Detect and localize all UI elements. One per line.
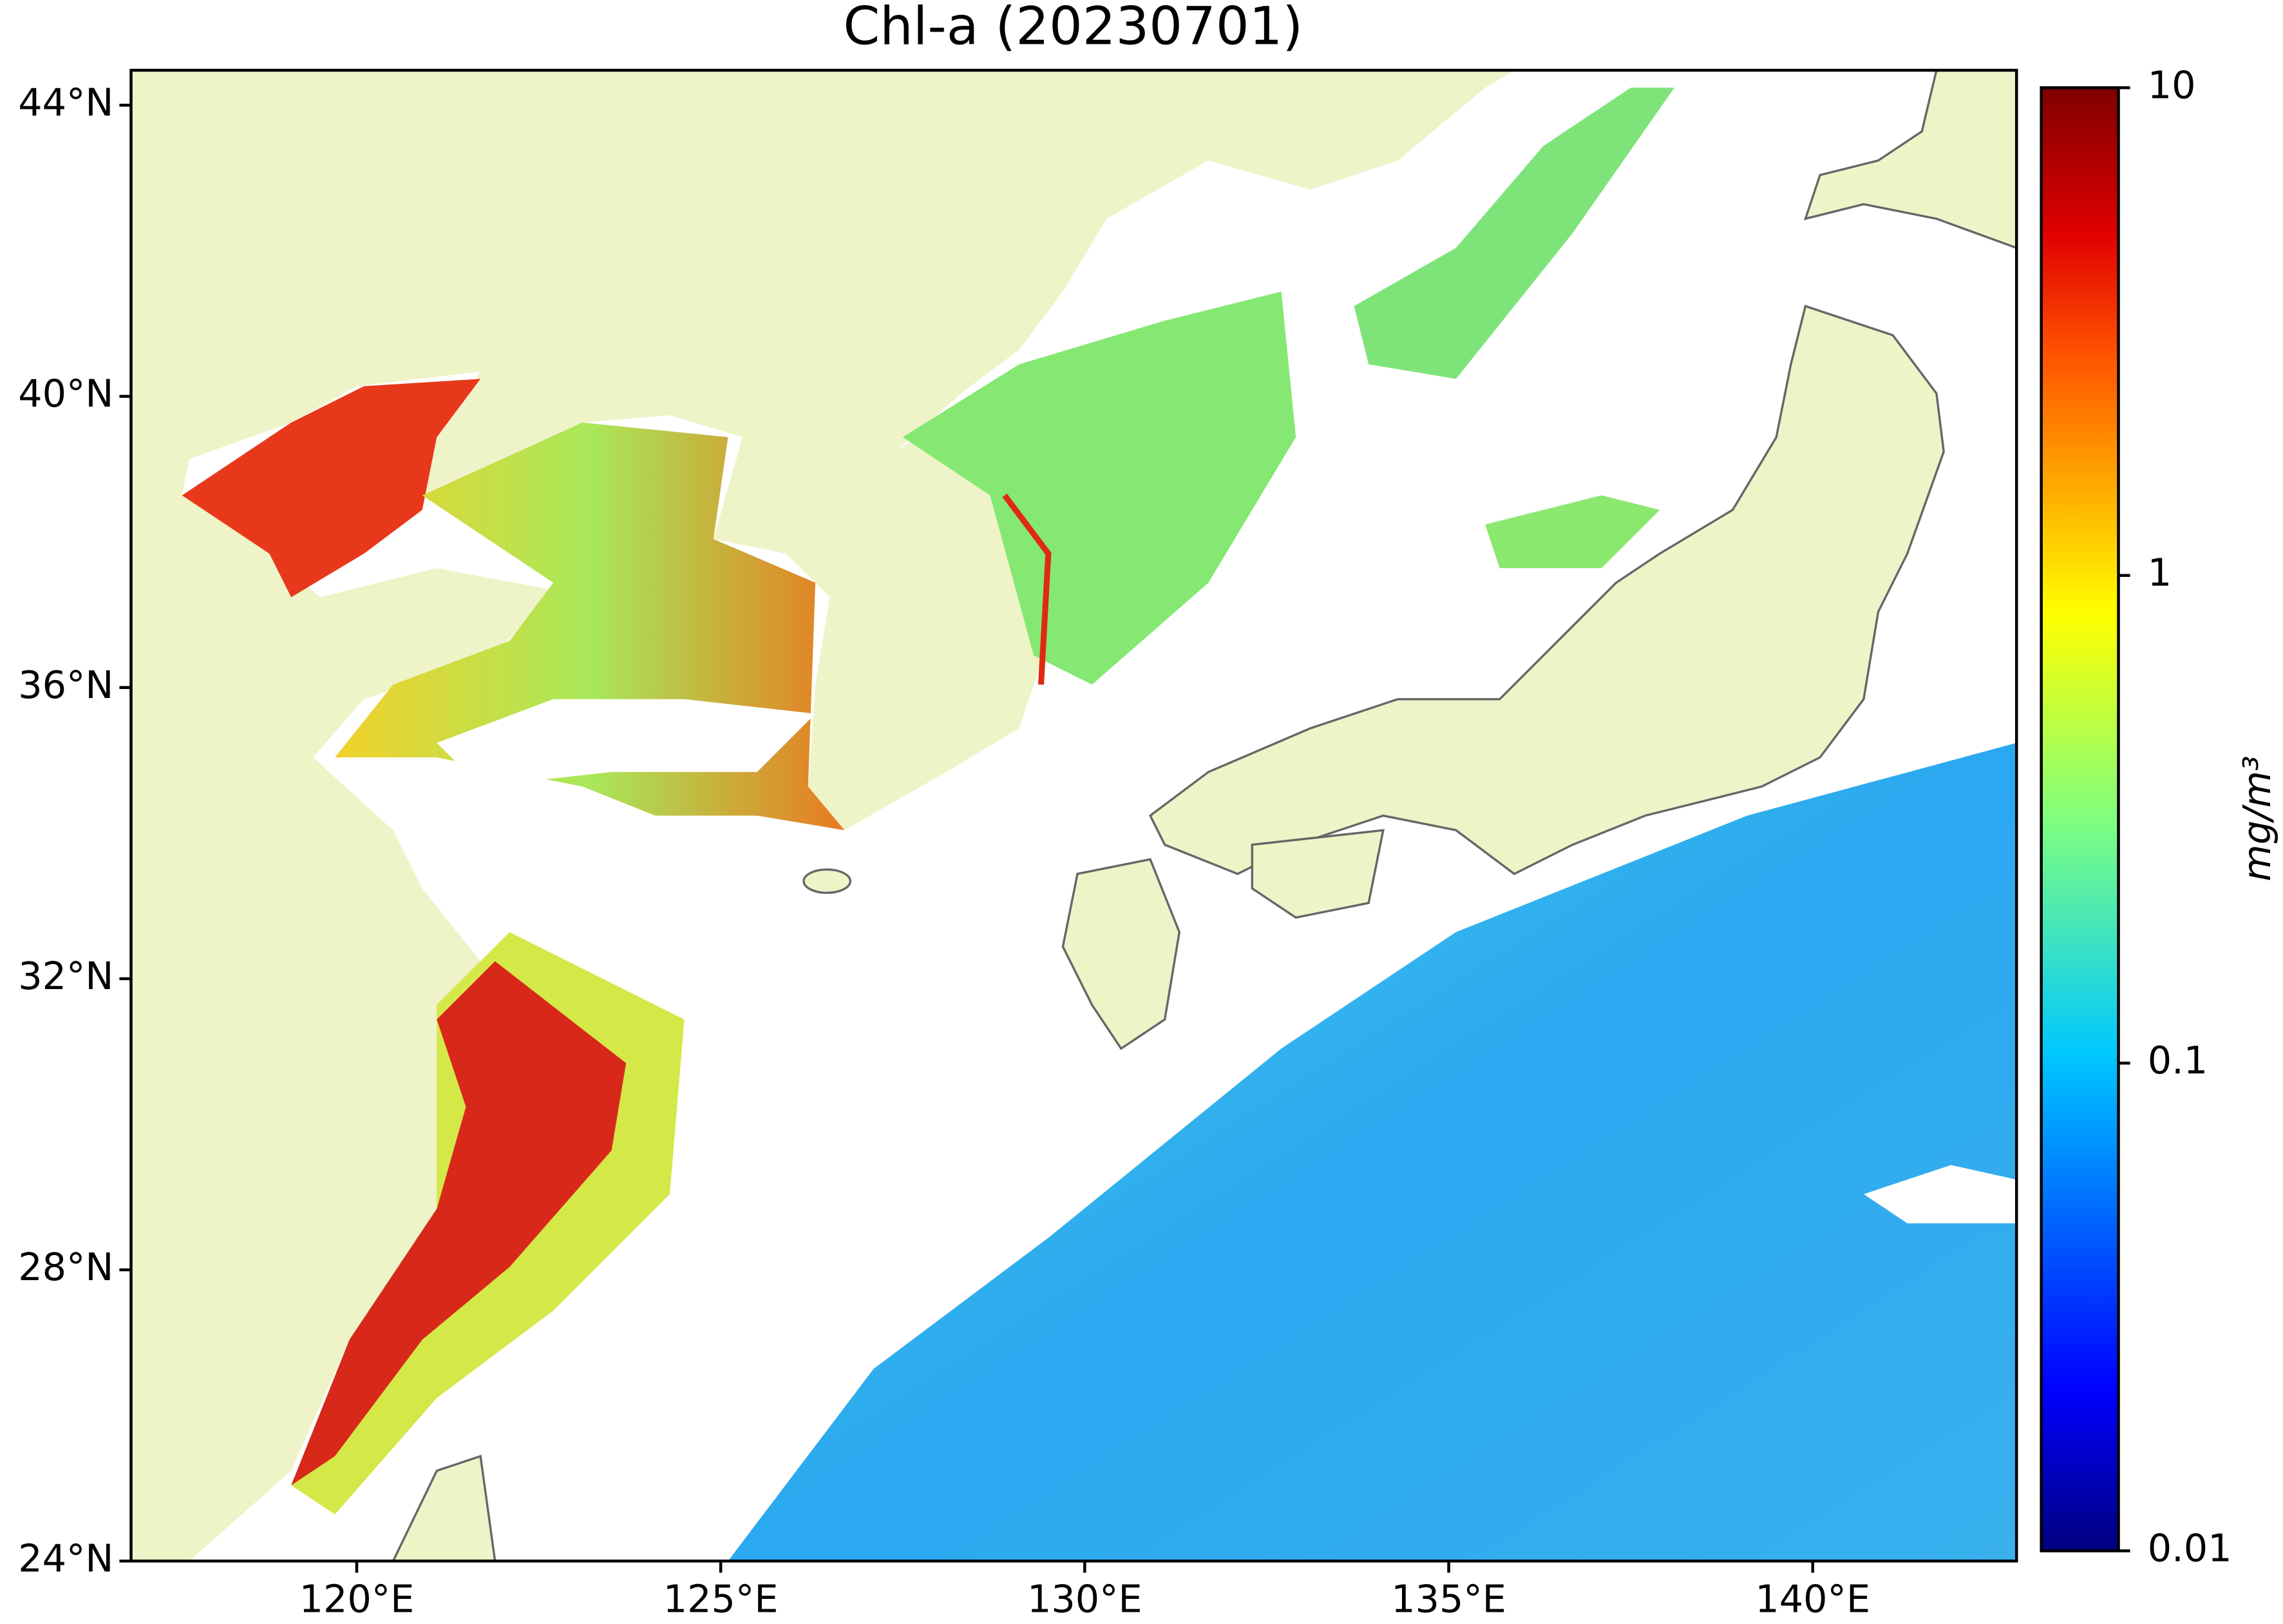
chl-yellow-sea-gap: [437, 699, 816, 787]
colorbar-label: mg/m³: [2235, 756, 2279, 882]
ticks: 120°E 125°E 130°E 135°E 140°E 24°N 28°N 32°N 36°…: [18, 62, 2231, 1621]
hokkaido: [1803, 70, 2017, 249]
y-tick-label: 24°N: [18, 1536, 113, 1580]
y-tick-label: 40°N: [18, 372, 113, 416]
taiwan: [392, 1455, 497, 1562]
y-tick-label: 28°N: [18, 1245, 113, 1289]
chl-pacific-cloud: [1863, 1165, 2017, 1223]
y-tick-label: 36°N: [18, 663, 113, 707]
x-tick-label: 125°E: [663, 1577, 779, 1621]
jeju: [802, 868, 852, 894]
chl-korea-east: [902, 291, 1296, 685]
kyushu: [1061, 858, 1181, 1050]
colorbar-tick-label: 10: [2148, 62, 2196, 107]
x-tick-label: 120°E: [299, 1577, 415, 1621]
x-tick-label: 135°E: [1391, 1577, 1506, 1621]
colorbar-tick-label: 1: [2148, 551, 2172, 595]
colorbar: [2040, 86, 2120, 1553]
x-tick-label: 130°E: [1027, 1577, 1142, 1621]
y-tick-label: 44°N: [18, 80, 113, 124]
x-tick-label: 140°E: [1755, 1577, 1870, 1621]
chl-ecs-coast: [291, 961, 627, 1486]
map-title: Chl-a (20230701): [843, 0, 1303, 57]
chl-bohai: [182, 379, 481, 598]
chl-japan-sea: [1354, 88, 1674, 379]
chl-pacific: [728, 742, 2017, 1562]
map-frame: [129, 68, 2018, 1563]
islands: [392, 70, 2017, 1562]
colorbar-tick-label: 0.01: [2148, 1525, 2232, 1570]
chl-korea-front: [1002, 493, 1052, 685]
chl-japan-sea-2: [1485, 495, 1660, 569]
shikoku: [1251, 829, 1385, 919]
y-tick-label: 32°N: [18, 954, 113, 998]
map-area: [131, 70, 2017, 1562]
colorbar-tick-label: 0.1: [2148, 1038, 2208, 1082]
